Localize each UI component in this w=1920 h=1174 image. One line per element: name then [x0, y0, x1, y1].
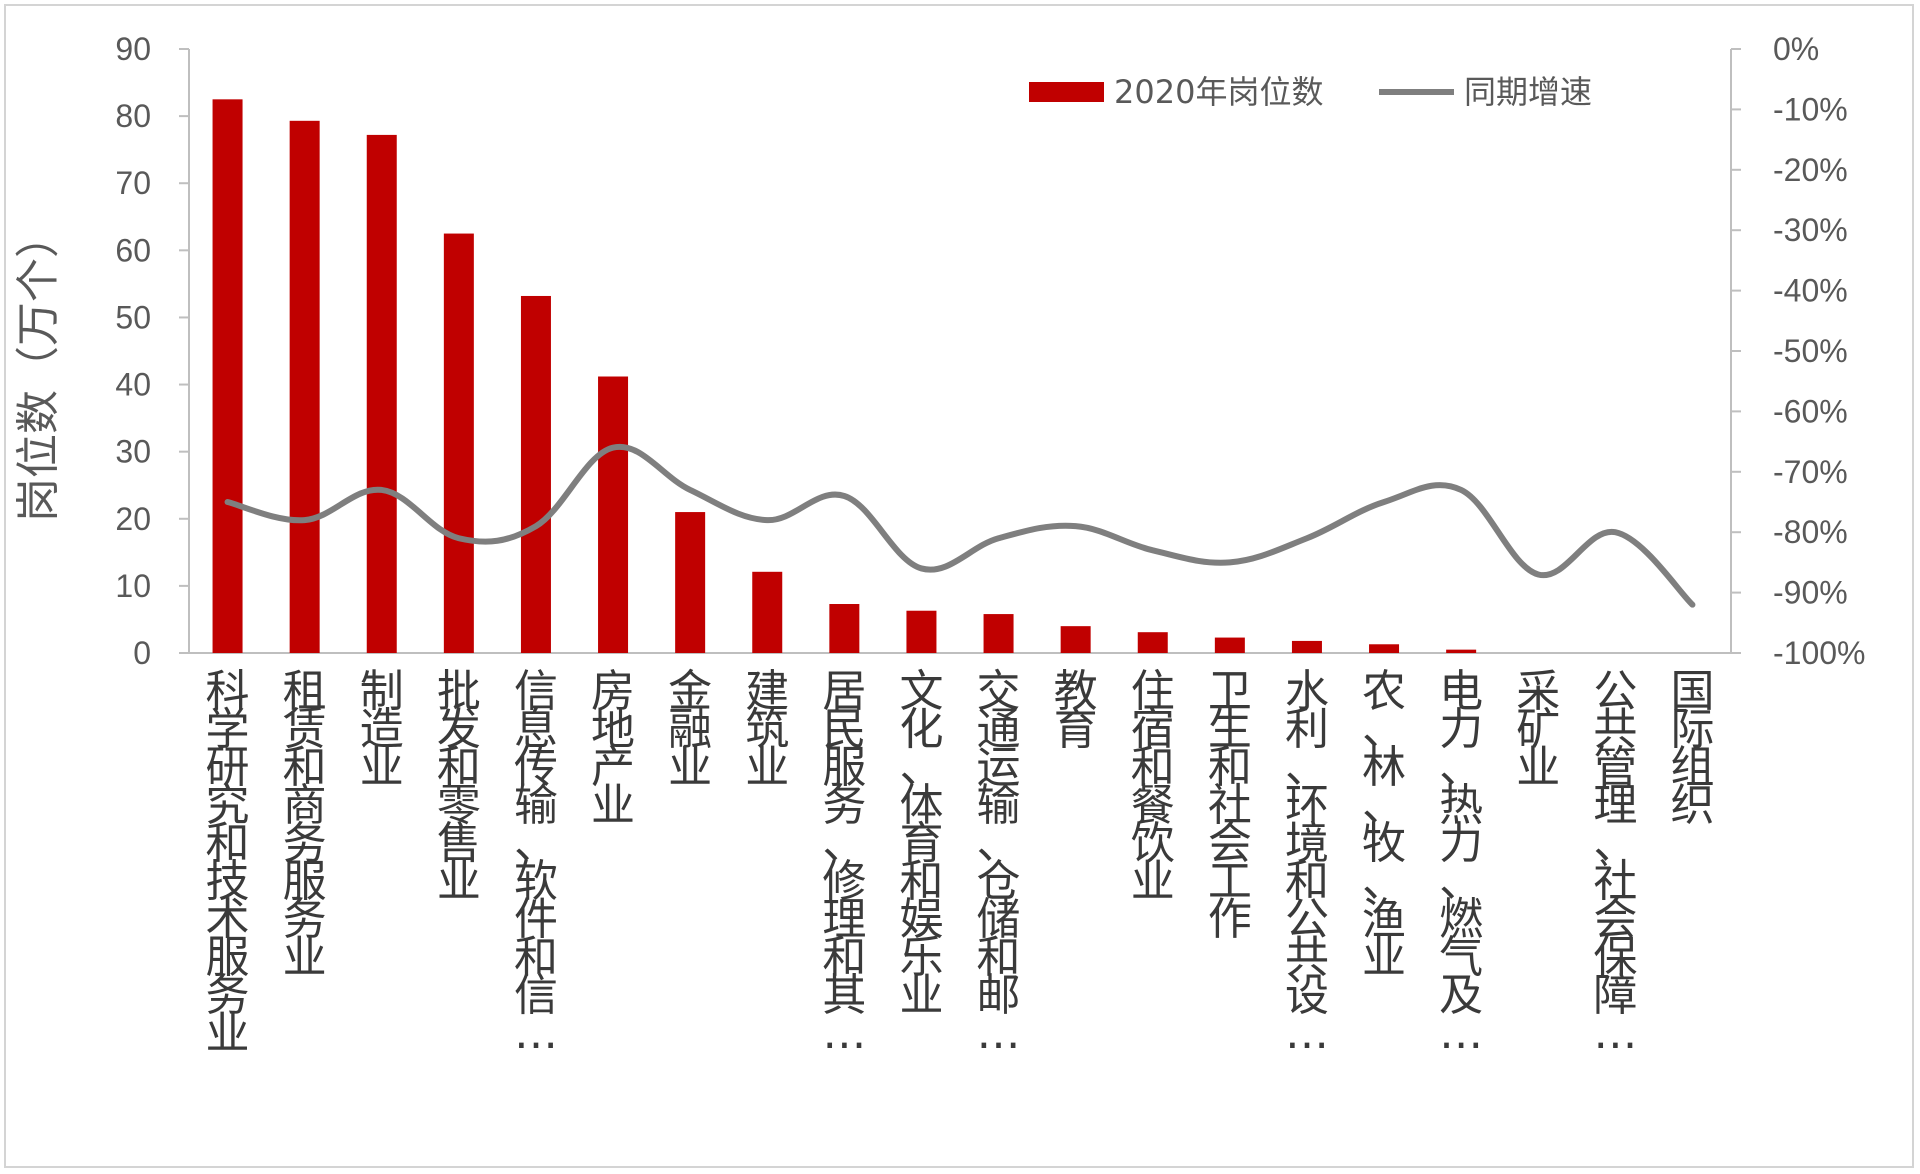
y-left-tick-label: 80 — [115, 98, 151, 134]
bar — [212, 99, 243, 654]
category-label: 金融业 — [668, 666, 712, 793]
bar — [829, 604, 860, 653]
category-label: 信息传输、软件和信… — [514, 666, 558, 1059]
bar — [289, 120, 320, 653]
bar — [983, 614, 1014, 653]
category-label: 制造业 — [360, 666, 404, 793]
legend[interactable]: 2020年岗位数 同期增速 — [1029, 73, 1592, 111]
category-label: 房地产业 — [591, 666, 635, 831]
bar — [366, 134, 397, 653]
category-label: 公共管理、社会保障… — [1593, 666, 1637, 1059]
y-left-tick-label: 10 — [115, 568, 151, 604]
bar — [1291, 640, 1322, 653]
y-right-tick-label: -100% — [1773, 635, 1866, 671]
category-label: 建筑业 — [745, 666, 789, 793]
bar-series — [212, 99, 1477, 654]
chart-frame: 0 10 20 30 40 50 60 70 80 90 -100% -90% -80% -70% -60%… — [4, 4, 1914, 1168]
y-left-tick-label: 30 — [115, 434, 151, 470]
y-right-tick-label: 0% — [1773, 31, 1819, 67]
category-label: 批发和零售业 — [437, 666, 481, 907]
y-right-tick-label: -30% — [1773, 212, 1848, 248]
y-left-tick-label: 0 — [133, 635, 151, 671]
bar — [520, 295, 551, 653]
y-left-tick-label: 70 — [115, 165, 151, 201]
legend-line-label: 同期增速 — [1464, 73, 1592, 111]
category-label: 国际组织 — [1670, 666, 1714, 831]
y-axis-left-label: 岗位数（万个） — [13, 214, 64, 522]
bar — [1446, 649, 1477, 653]
category-label: 科学研究和技术服务业 — [206, 666, 250, 1059]
bar — [598, 376, 629, 653]
category-label: 农、林、牧、渔业 — [1362, 666, 1406, 983]
y-right-tick-label: -10% — [1773, 91, 1848, 127]
axes: 0 10 20 30 40 50 60 70 80 90 -100% -90% -80% -70% -60%… — [115, 31, 1865, 671]
bar — [443, 233, 474, 654]
category-label: 卫生和社会工作 — [1208, 666, 1252, 945]
y-left-tick-label: 50 — [115, 299, 151, 335]
y-right-tick-label: -70% — [1773, 454, 1848, 490]
category-label: 教育 — [1054, 666, 1098, 755]
y-right-tick-label: -20% — [1773, 152, 1848, 188]
category-label: 住宿和餐饮业 — [1131, 666, 1175, 907]
category-label: 电力、热力、燃气及… — [1439, 666, 1483, 1059]
bar — [1214, 637, 1245, 653]
y-right-tick-label: -60% — [1773, 393, 1848, 429]
category-label: 交通运输、仓储和邮… — [977, 666, 1021, 1059]
category-label: 文化、体育和娱乐业 — [899, 666, 943, 1021]
combo-chart: 0 10 20 30 40 50 60 70 80 90 -100% -90% -80% -70% -60%… — [13, 31, 1866, 1059]
legend-bar-swatch — [1029, 82, 1104, 102]
legend-bar-label: 2020年岗位数 — [1114, 73, 1323, 111]
y-right-tick-label: -40% — [1773, 273, 1848, 309]
y-right-tick-label: -80% — [1773, 514, 1848, 550]
category-label: 水利、环境和公共设… — [1285, 666, 1329, 1059]
y-left-tick-label: 60 — [115, 232, 151, 268]
y-left-tick-label: 20 — [115, 501, 151, 537]
bar — [752, 571, 783, 653]
bar — [675, 512, 706, 653]
y-left-tick-label: 90 — [115, 31, 151, 67]
category-label: 租赁和商务服务业 — [283, 666, 327, 983]
category-label: 居民服务、修理和其… — [822, 666, 866, 1059]
category-label: 采矿业 — [1516, 666, 1560, 793]
y-left-tick-label: 40 — [115, 367, 151, 403]
y-right-tick-label: -90% — [1773, 575, 1848, 611]
bar — [1137, 632, 1168, 653]
bar — [906, 610, 937, 653]
line-series — [224, 443, 1696, 608]
growth-line — [224, 443, 1696, 608]
bar — [1369, 644, 1400, 653]
y-right-tick-label: -50% — [1773, 333, 1848, 369]
bar — [1060, 626, 1091, 653]
